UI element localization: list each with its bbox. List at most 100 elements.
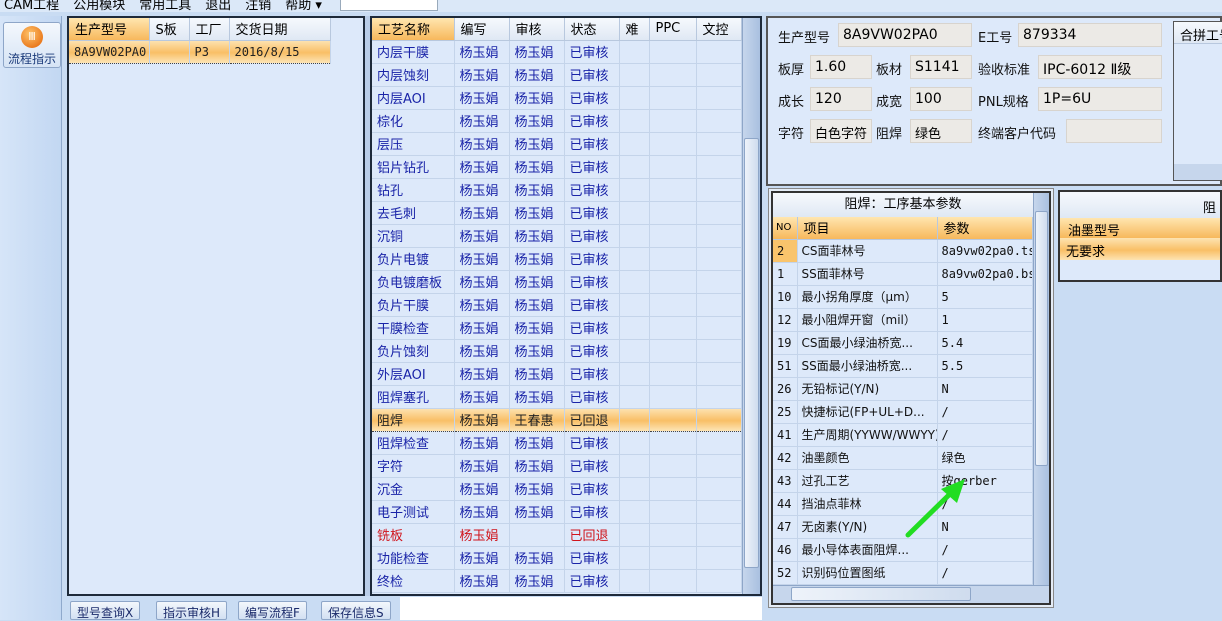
table-row[interactable]: 26 无铅标记(Y/N) N — [773, 377, 1033, 401]
col-header[interactable]: 状态 — [564, 18, 620, 41]
save-info-button[interactable]: 保存信息S — [321, 601, 391, 620]
col-s[interactable]: S板 — [149, 18, 190, 41]
thick-field[interactable]: 1.60 — [810, 55, 872, 79]
cell: 44 — [773, 492, 798, 516]
table-row[interactable]: 41 生产周期(YYWW/WWYY) / — [773, 423, 1033, 447]
table-row[interactable]: 负电镀磨板 杨玉娟 杨玉娟 已审核 — [372, 270, 742, 294]
table-row[interactable]: 44 挡油点菲林 / — [773, 492, 1033, 516]
orders-table: 生产型号 S板 工厂 交货日期 8A9VW02PA0 P3 2016/8/15 — [69, 18, 331, 64]
table-row[interactable]: 沉金 杨玉娟 杨玉娟 已审核 — [372, 477, 742, 501]
table-row[interactable]: 43 过孔工艺 按gerber — [773, 469, 1033, 493]
combine-hscroll[interactable] — [1174, 164, 1222, 180]
table-row[interactable]: 负片干膜 杨玉娟 杨玉娟 已审核 — [372, 293, 742, 317]
splitter[interactable] — [365, 16, 371, 596]
col-header[interactable]: NO — [773, 217, 798, 240]
col-model[interactable]: 生产型号 — [69, 18, 150, 41]
table-row[interactable]: 去毛刺 杨玉娟 杨玉娟 已审核 — [372, 201, 742, 225]
col-date[interactable]: 交货日期 — [229, 18, 331, 41]
cell: 杨玉娟 — [454, 178, 510, 202]
table-row[interactable]: 干膜检查 杨玉娟 杨玉娟 已审核 — [372, 316, 742, 340]
table-row[interactable]: 钻孔 杨玉娟 杨玉娟 已审核 — [372, 178, 742, 202]
cell: 杨玉娟 — [509, 362, 565, 386]
table-row[interactable]: 47 无卤素(Y/N) N — [773, 515, 1033, 539]
model-query-button[interactable]: 型号查询X — [70, 601, 141, 620]
col-header[interactable]: 审核 — [509, 18, 565, 41]
review-button[interactable]: 指示审核H — [156, 601, 228, 620]
pnl-field[interactable]: 1P=6U — [1038, 87, 1162, 111]
col-header[interactable]: 项目 — [797, 217, 938, 240]
hscroll-thumb[interactable] — [791, 587, 971, 601]
table-row[interactable]: 52 识别码位置图纸 / — [773, 561, 1033, 585]
table-row[interactable]: 51 SS面最小绿油桥宽... 5.5 — [773, 354, 1033, 378]
table-row[interactable]: 负片电镀 杨玉娟 杨玉娟 已审核 — [372, 247, 742, 271]
table-row[interactable]: 42 油墨颜色 绿色 — [773, 446, 1033, 470]
e-field[interactable]: 879334 — [1018, 23, 1162, 47]
table-row[interactable]: 棕化 杨玉娟 杨玉娟 已审核 — [372, 109, 742, 133]
table-row[interactable]: 铣板 杨玉娟 已回退 — [372, 523, 742, 547]
combine-list[interactable]: 合拼工号 — [1173, 21, 1222, 181]
menu-exit[interactable]: 退出 — [205, 0, 232, 13]
process-scrollbar[interactable] — [742, 18, 760, 594]
table-row[interactable]: 电子测试 杨玉娟 杨玉娟 已审核 — [372, 500, 742, 524]
col-header[interactable]: 工艺名称 — [372, 18, 455, 41]
menu-tools[interactable]: 常用工具 — [139, 0, 192, 13]
cell: 杨玉娟 — [454, 40, 510, 64]
pnl-label: PNL规格 — [978, 95, 1029, 110]
wid-field[interactable]: 100 — [910, 87, 972, 111]
col-header[interactable]: 参数 — [937, 217, 1033, 240]
table-row[interactable]: 字符 杨玉娟 杨玉娟 已审核 — [372, 454, 742, 478]
col-header[interactable]: PPC — [649, 18, 697, 41]
table-row[interactable]: 负片蚀刻 杨玉娟 杨玉娟 已审核 — [372, 339, 742, 363]
col-header[interactable]: 文控 — [696, 18, 742, 41]
table-row[interactable]: 沉铜 杨玉娟 杨玉娟 已审核 — [372, 224, 742, 248]
table-row[interactable]: 终检 杨玉娟 杨玉娟 已审核 — [372, 569, 742, 593]
cell: 已审核 — [564, 362, 620, 386]
std-field[interactable]: IPC-6012 Ⅱ级 — [1038, 55, 1162, 79]
mask-field[interactable]: 绿色 — [910, 119, 972, 143]
model-field[interactable]: 8A9VW02PA0 — [838, 23, 972, 47]
table-row[interactable]: 阻焊检查 杨玉娟 杨玉娟 已审核 — [372, 431, 742, 455]
write-flow-button[interactable]: 编写流程F — [238, 601, 307, 620]
table-row[interactable]: 10 最小拐角厚度（μm） 5 — [773, 285, 1033, 309]
menu-cam[interactable]: CAM工程 — [4, 0, 60, 13]
table-row[interactable]: 外层AOI 杨玉娟 杨玉娟 已审核 — [372, 362, 742, 386]
table-row[interactable]: 1 SS面菲林号 8a9vw02pa0.bs — [773, 262, 1033, 286]
cell — [619, 477, 650, 501]
cell: 绿色 — [937, 446, 1033, 470]
col-factory[interactable]: 工厂 — [189, 18, 230, 41]
cell: 沉金 — [372, 477, 455, 501]
cust-field[interactable] — [1066, 119, 1162, 143]
flow-button[interactable]: Ⅲ 流程指示 — [3, 22, 61, 68]
cell — [619, 247, 650, 271]
table-row[interactable]: 25 快捷标记(FP+UL+D... / — [773, 400, 1033, 424]
menu-help[interactable]: 帮助 ▾ — [285, 0, 322, 13]
table-row[interactable]: 19 CS面最小绿油桥宽... 5.4 — [773, 331, 1033, 355]
table-row[interactable]: 阻焊塞孔 杨玉娟 杨玉娟 已审核 — [372, 385, 742, 409]
menu-logout[interactable]: 注销 — [245, 0, 272, 13]
ink-value[interactable]: 无要求 — [1060, 238, 1220, 260]
menu-combo[interactable] — [339, 0, 438, 11]
ink-column[interactable]: 油墨型号 — [1060, 218, 1220, 239]
mat-field[interactable]: S1141 — [910, 55, 972, 79]
table-row[interactable]: 2 CS面菲林号 8a9vw02pa0.ts — [773, 239, 1033, 263]
params-hscroll[interactable] — [773, 585, 1049, 603]
scroll-thumb[interactable] — [744, 138, 759, 568]
len-field[interactable]: 120 — [810, 87, 872, 111]
char-field[interactable]: 白色字符 — [810, 119, 872, 143]
scroll-thumb[interactable] — [1035, 211, 1048, 466]
table-row[interactable]: 阻焊 杨玉娟 王春惠 已回退 — [372, 407, 742, 432]
col-header[interactable]: 难 — [619, 18, 650, 41]
table-row[interactable]: 层压 杨玉娟 杨玉娟 已审核 — [372, 132, 742, 156]
col-header[interactable]: 编写 — [454, 18, 510, 41]
params-vscroll[interactable] — [1033, 193, 1049, 585]
cell: 杨玉娟 — [509, 201, 565, 225]
table-row[interactable]: 内层AOI 杨玉娟 杨玉娟 已审核 — [372, 86, 742, 110]
table-row[interactable]: 内层蚀刻 杨玉娟 杨玉娟 已审核 — [372, 63, 742, 87]
table-row[interactable]: 功能检查 杨玉娟 杨玉娟 已审核 — [372, 546, 742, 570]
table-row[interactable]: 12 最小阻焊开窗（mil） 1 — [773, 308, 1033, 332]
menu-common[interactable]: 公用模块 — [73, 0, 126, 13]
table-row[interactable]: 铝片钻孔 杨玉娟 杨玉娟 已审核 — [372, 155, 742, 179]
table-row[interactable]: 8A9VW02PA0 P3 2016/8/15 — [69, 39, 331, 64]
table-row[interactable]: 内层干膜 杨玉娟 杨玉娟 已审核 — [372, 40, 742, 64]
table-row[interactable]: 46 最小导体表面阻焊... / — [773, 538, 1033, 562]
